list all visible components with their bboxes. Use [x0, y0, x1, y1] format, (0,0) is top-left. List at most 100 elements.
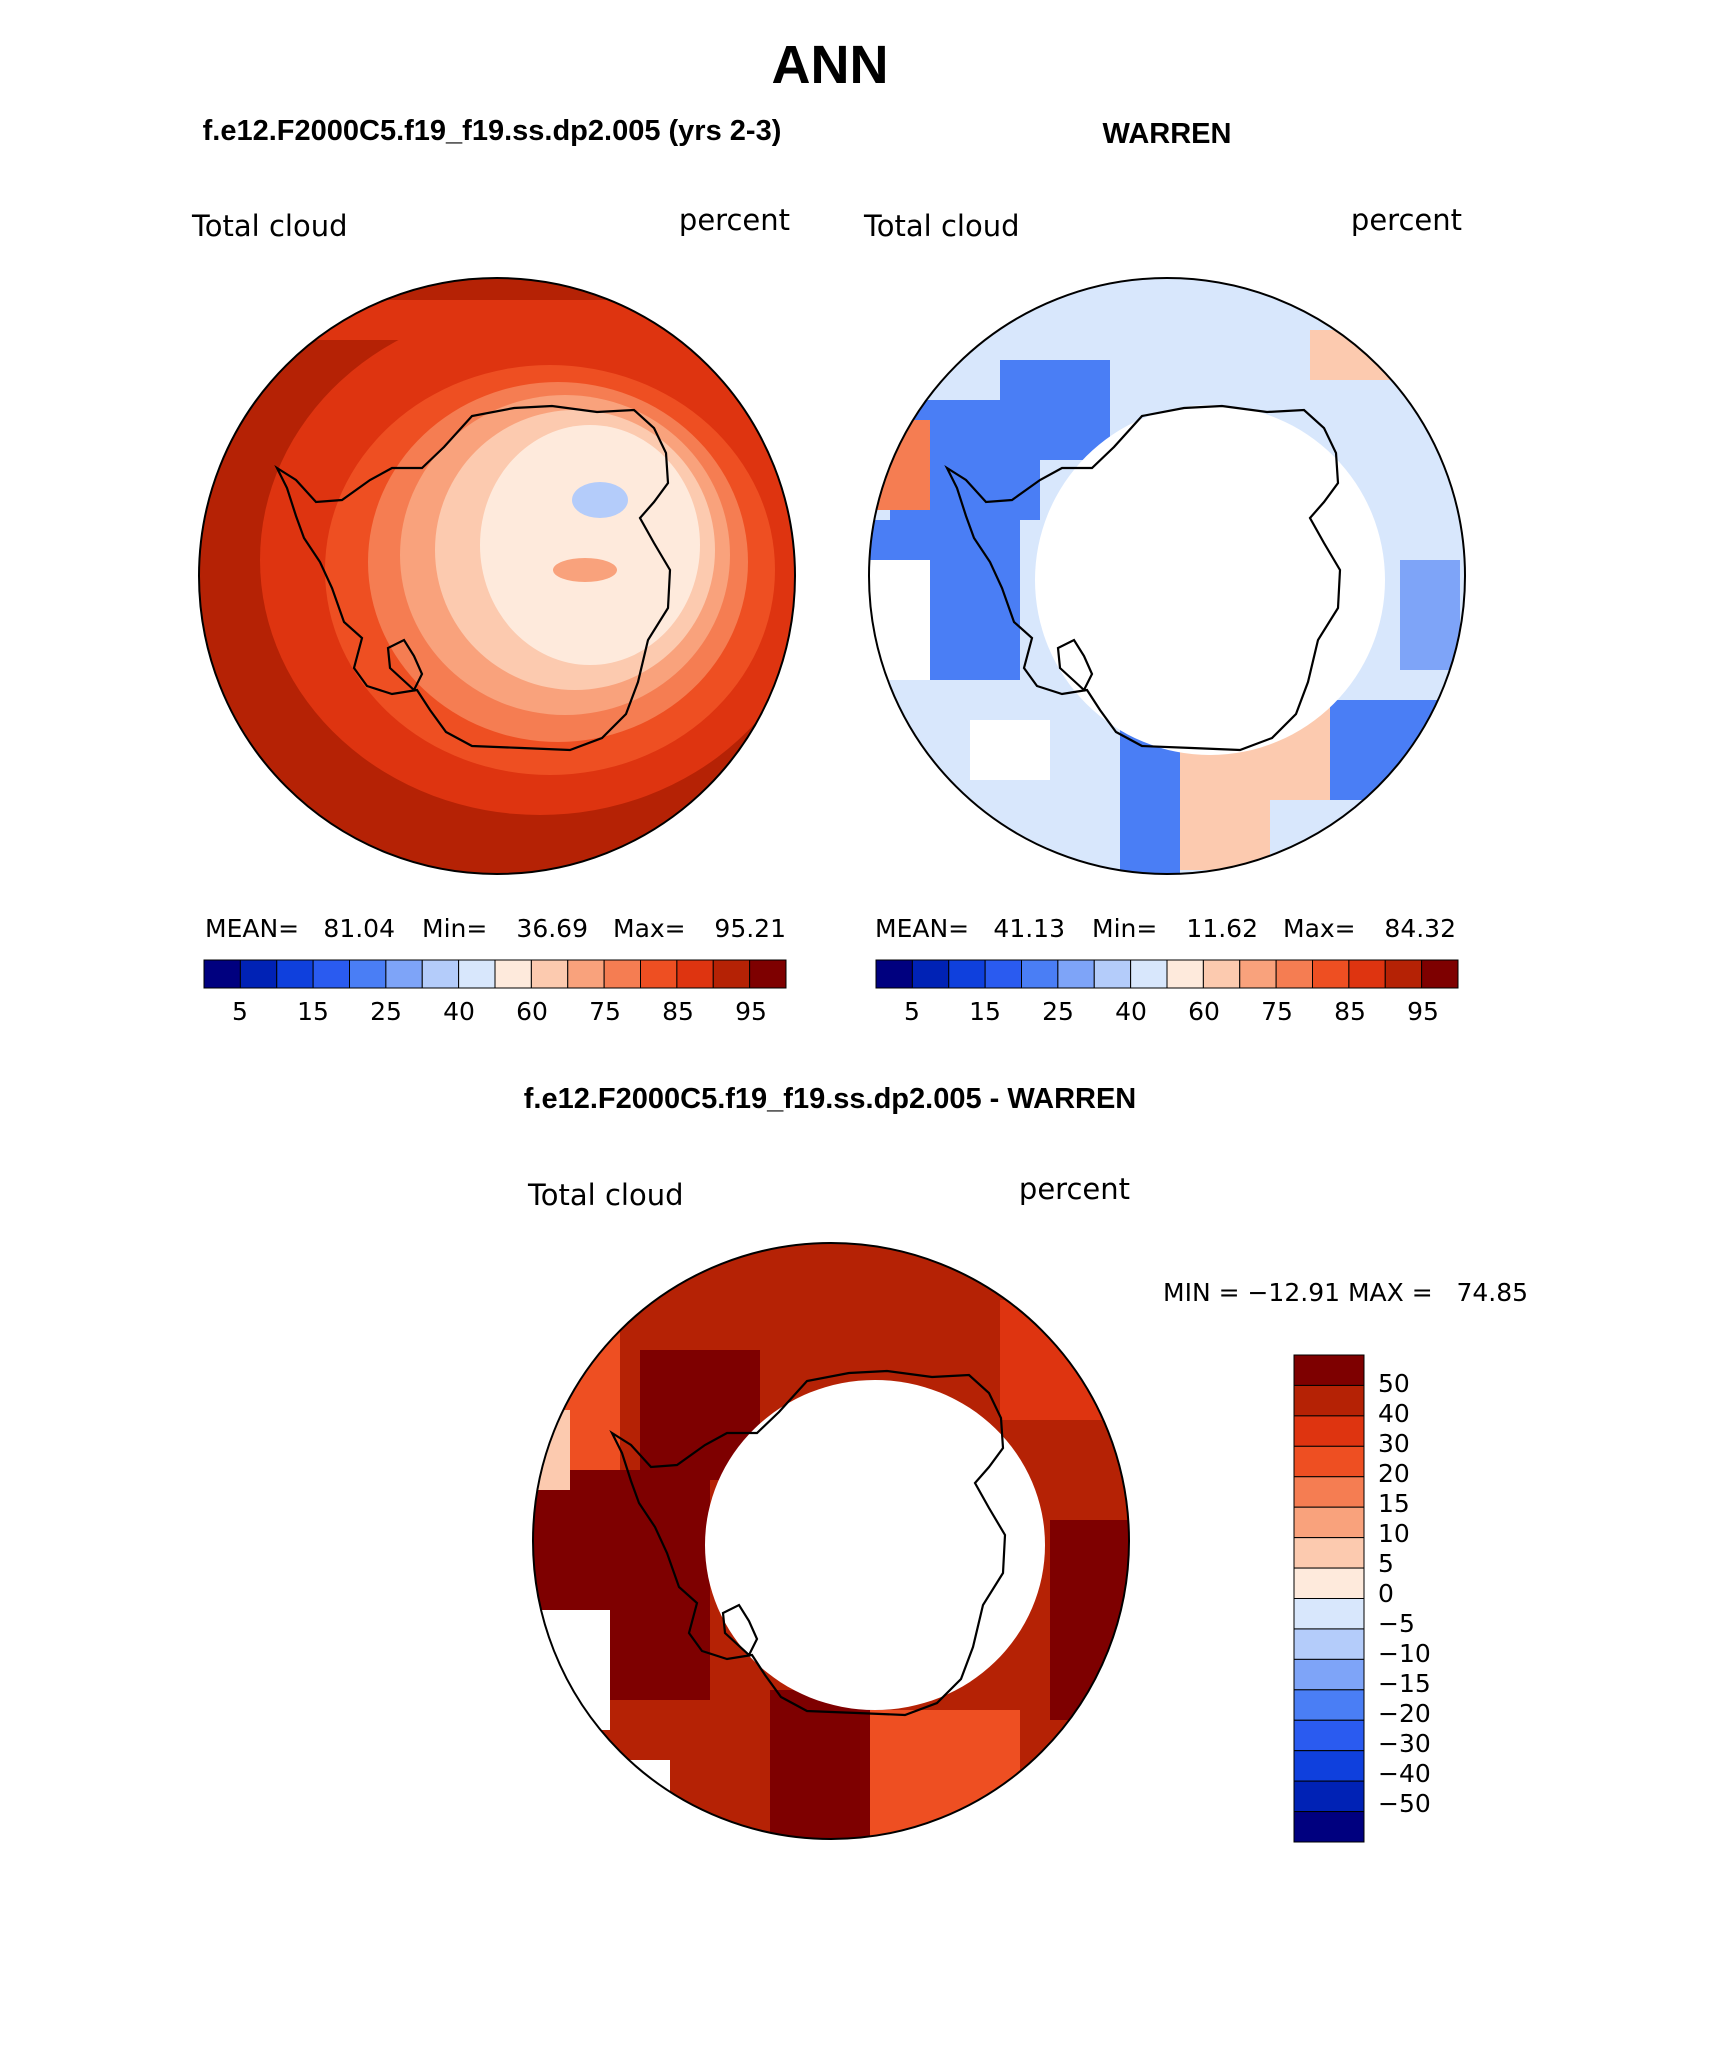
- obs-colorbar: [875, 959, 1459, 989]
- obs-map: [869, 278, 1465, 874]
- diff-colorbar-tick-label: 20: [1378, 1459, 1410, 1488]
- diff-units-label: percent: [1019, 1172, 1130, 1206]
- obs-max-value: 84.32: [1384, 914, 1456, 943]
- colorbar-box: [1293, 1598, 1365, 1630]
- model-map-outline: [198, 277, 796, 875]
- obs-field-gap: [869, 560, 930, 680]
- diff-map: [533, 1243, 1129, 1839]
- obs-field-block: [1400, 560, 1460, 670]
- colorbar-box: [421, 959, 460, 989]
- obs-units-label: percent: [1351, 203, 1462, 237]
- model-panel: f.e12.F2000C5.f19_f19.ss.dp2.005 (yrs 2-…: [191, 115, 796, 1026]
- colorbar-box: [1293, 1354, 1365, 1386]
- colorbar-box: [1057, 959, 1095, 989]
- colorbar-box: [1293, 1750, 1365, 1782]
- colorbar-box: [911, 959, 950, 989]
- obs-colorbar-tick-label: 25: [1042, 997, 1074, 1026]
- obs-colorbar-tick-label: 75: [1261, 997, 1293, 1026]
- diff-colorbar-tick-label: 40: [1378, 1399, 1410, 1428]
- diff-colorbar-tick-label: −30: [1378, 1729, 1431, 1758]
- diff-map-outline: [532, 1242, 1130, 1840]
- obs-colorbar-tick-label: 60: [1188, 997, 1220, 1026]
- obs-field-block: [1330, 700, 1460, 800]
- obs-colorbar-tick-label: 95: [1407, 997, 1439, 1026]
- colorbar-box: [1312, 959, 1350, 989]
- colorbar-box: [676, 959, 714, 989]
- diff-field-gap: [580, 1760, 670, 1839]
- model-map: [199, 278, 795, 874]
- model-colorbar-tick-label: 95: [735, 997, 767, 1026]
- diff-field-interior: [705, 1380, 1045, 1710]
- colorbar-box: [1293, 1384, 1365, 1417]
- colorbar-box: [1239, 959, 1277, 989]
- colorbar-box: [1202, 959, 1241, 989]
- colorbar-box: [712, 959, 751, 989]
- colorbar-box: [312, 959, 350, 989]
- colorbar-box: [948, 959, 986, 989]
- model-colorbar-tick-label: 25: [370, 997, 402, 1026]
- colorbar-box: [1384, 959, 1423, 989]
- colorbar-box: [1293, 1719, 1365, 1752]
- model-variable-label: Total cloud: [191, 209, 347, 243]
- diff-colorbar: [1293, 1354, 1365, 1843]
- colorbar-box: [1021, 959, 1059, 989]
- colorbar-box: [1293, 1780, 1365, 1813]
- model-field-top-band: [300, 300, 690, 340]
- obs-field-interior: [1035, 405, 1385, 755]
- model-colorbar-tick-label: 40: [443, 997, 475, 1026]
- obs-colorbar-tick-label: 40: [1115, 997, 1147, 1026]
- diff-colorbar-tick-label: −40: [1378, 1759, 1431, 1788]
- diff-field-block: [1000, 1300, 1129, 1420]
- colorbar-box: [276, 959, 314, 989]
- colorbar-box: [494, 959, 532, 989]
- colorbar-box: [1293, 1689, 1365, 1721]
- diff-colorbar-tick-label: 5: [1378, 1549, 1394, 1578]
- model-field-low-spot: [572, 482, 628, 518]
- diff-title: f.e12.F2000C5.f19_f19.ss.dp2.005 - WARRE…: [524, 1083, 1137, 1115]
- colorbar-box: [349, 959, 387, 989]
- obs-mean-value: 41.13: [993, 914, 1065, 943]
- model-mean-label: MEAN=: [205, 914, 299, 943]
- diff-colorbar-tick-label: 30: [1378, 1429, 1410, 1458]
- obs-colorbar-tick-label: 5: [904, 997, 920, 1026]
- model-colorbar-tick-label: 5: [232, 997, 248, 1026]
- diff-colorbar-labels: 50 40 30 20 15 10 5 0 −5 −10 −15 −20 −30…: [1378, 1369, 1431, 1818]
- obs-colorbar-labels: 5 15 25 40 60 75 85 95: [904, 997, 1439, 1026]
- model-colorbar-labels: 5 15 25 40 60 75 85 95: [232, 997, 767, 1026]
- obs-map-outline: [868, 277, 1466, 875]
- obs-field-block: [1000, 360, 1110, 460]
- model-mean-value: 81.04: [323, 914, 395, 943]
- obs-panel: WARREN Total cloud percent MEAN= 41.13: [863, 118, 1466, 1026]
- colorbar-box: [1293, 1476, 1365, 1508]
- colorbar-box: [1293, 1628, 1365, 1660]
- colorbar-box: [530, 959, 569, 989]
- diff-field-block: [533, 1260, 620, 1470]
- colorbar-box: [1293, 1506, 1365, 1539]
- model-colorbar-tick-label: 75: [589, 997, 621, 1026]
- diff-colorbar-tick-label: −20: [1378, 1699, 1431, 1728]
- diff-field-block: [533, 1410, 570, 1490]
- colorbar-box: [239, 959, 278, 989]
- model-min-label: Min=: [422, 914, 487, 943]
- colorbar-box: [1275, 959, 1313, 989]
- figure-title: ANN: [772, 35, 889, 95]
- diff-colorbar-tick-label: 15: [1378, 1489, 1410, 1518]
- colorbar-box: [1293, 1567, 1365, 1599]
- colorbar-box: [875, 959, 913, 989]
- colorbar-box: [749, 959, 787, 989]
- obs-stats: MEAN= 41.13 Min= 11.62 Max= 84.32: [875, 914, 1456, 943]
- colorbar-box: [385, 959, 423, 989]
- colorbar-box: [640, 959, 678, 989]
- diff-colorbar-tick-label: 0: [1378, 1579, 1394, 1608]
- model-max-value: 95.21: [714, 914, 786, 943]
- model-colorbar-tick-label: 60: [516, 997, 548, 1026]
- colorbar-box: [1293, 1658, 1365, 1691]
- colorbar-box: [1293, 1811, 1365, 1843]
- diff-field-block: [870, 1710, 1020, 1839]
- colorbar-box: [1093, 959, 1132, 989]
- model-stats: MEAN= 81.04 Min= 36.69 Max= 95.21: [205, 914, 786, 943]
- colorbar-box: [1348, 959, 1386, 989]
- diff-colorbar-tick-label: 10: [1378, 1519, 1410, 1548]
- colorbar-box: [567, 959, 605, 989]
